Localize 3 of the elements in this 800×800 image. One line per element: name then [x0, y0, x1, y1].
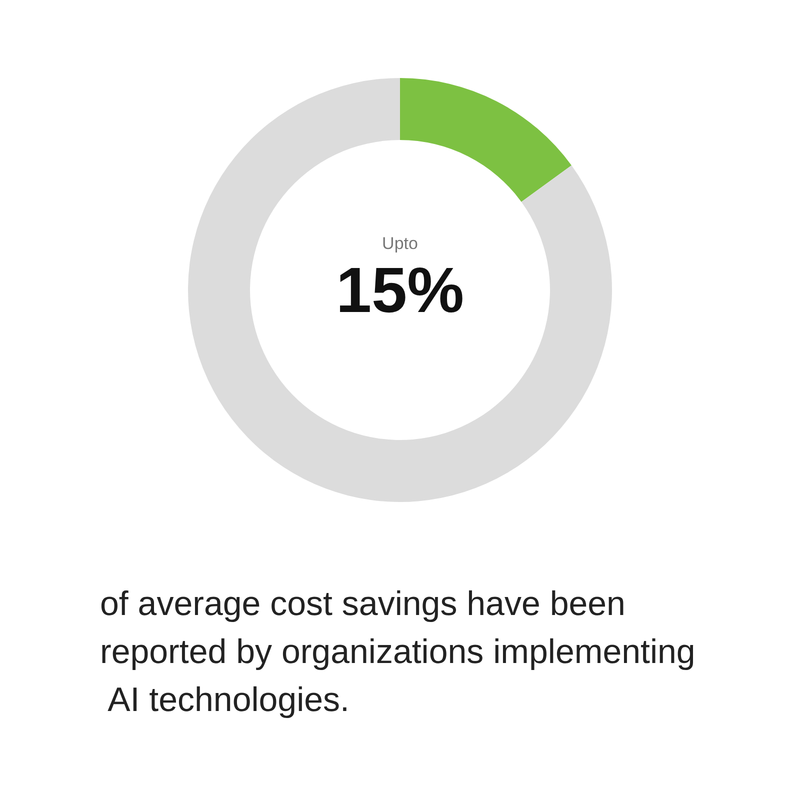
data-label: 15%: [336, 254, 464, 326]
text: of average cost savings have been reported by organizations implementing AI technologies.: [100, 585, 696, 719]
text: Upto: [382, 234, 418, 253]
